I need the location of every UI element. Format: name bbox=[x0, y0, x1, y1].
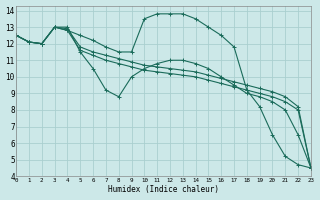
X-axis label: Humidex (Indice chaleur): Humidex (Indice chaleur) bbox=[108, 185, 219, 194]
